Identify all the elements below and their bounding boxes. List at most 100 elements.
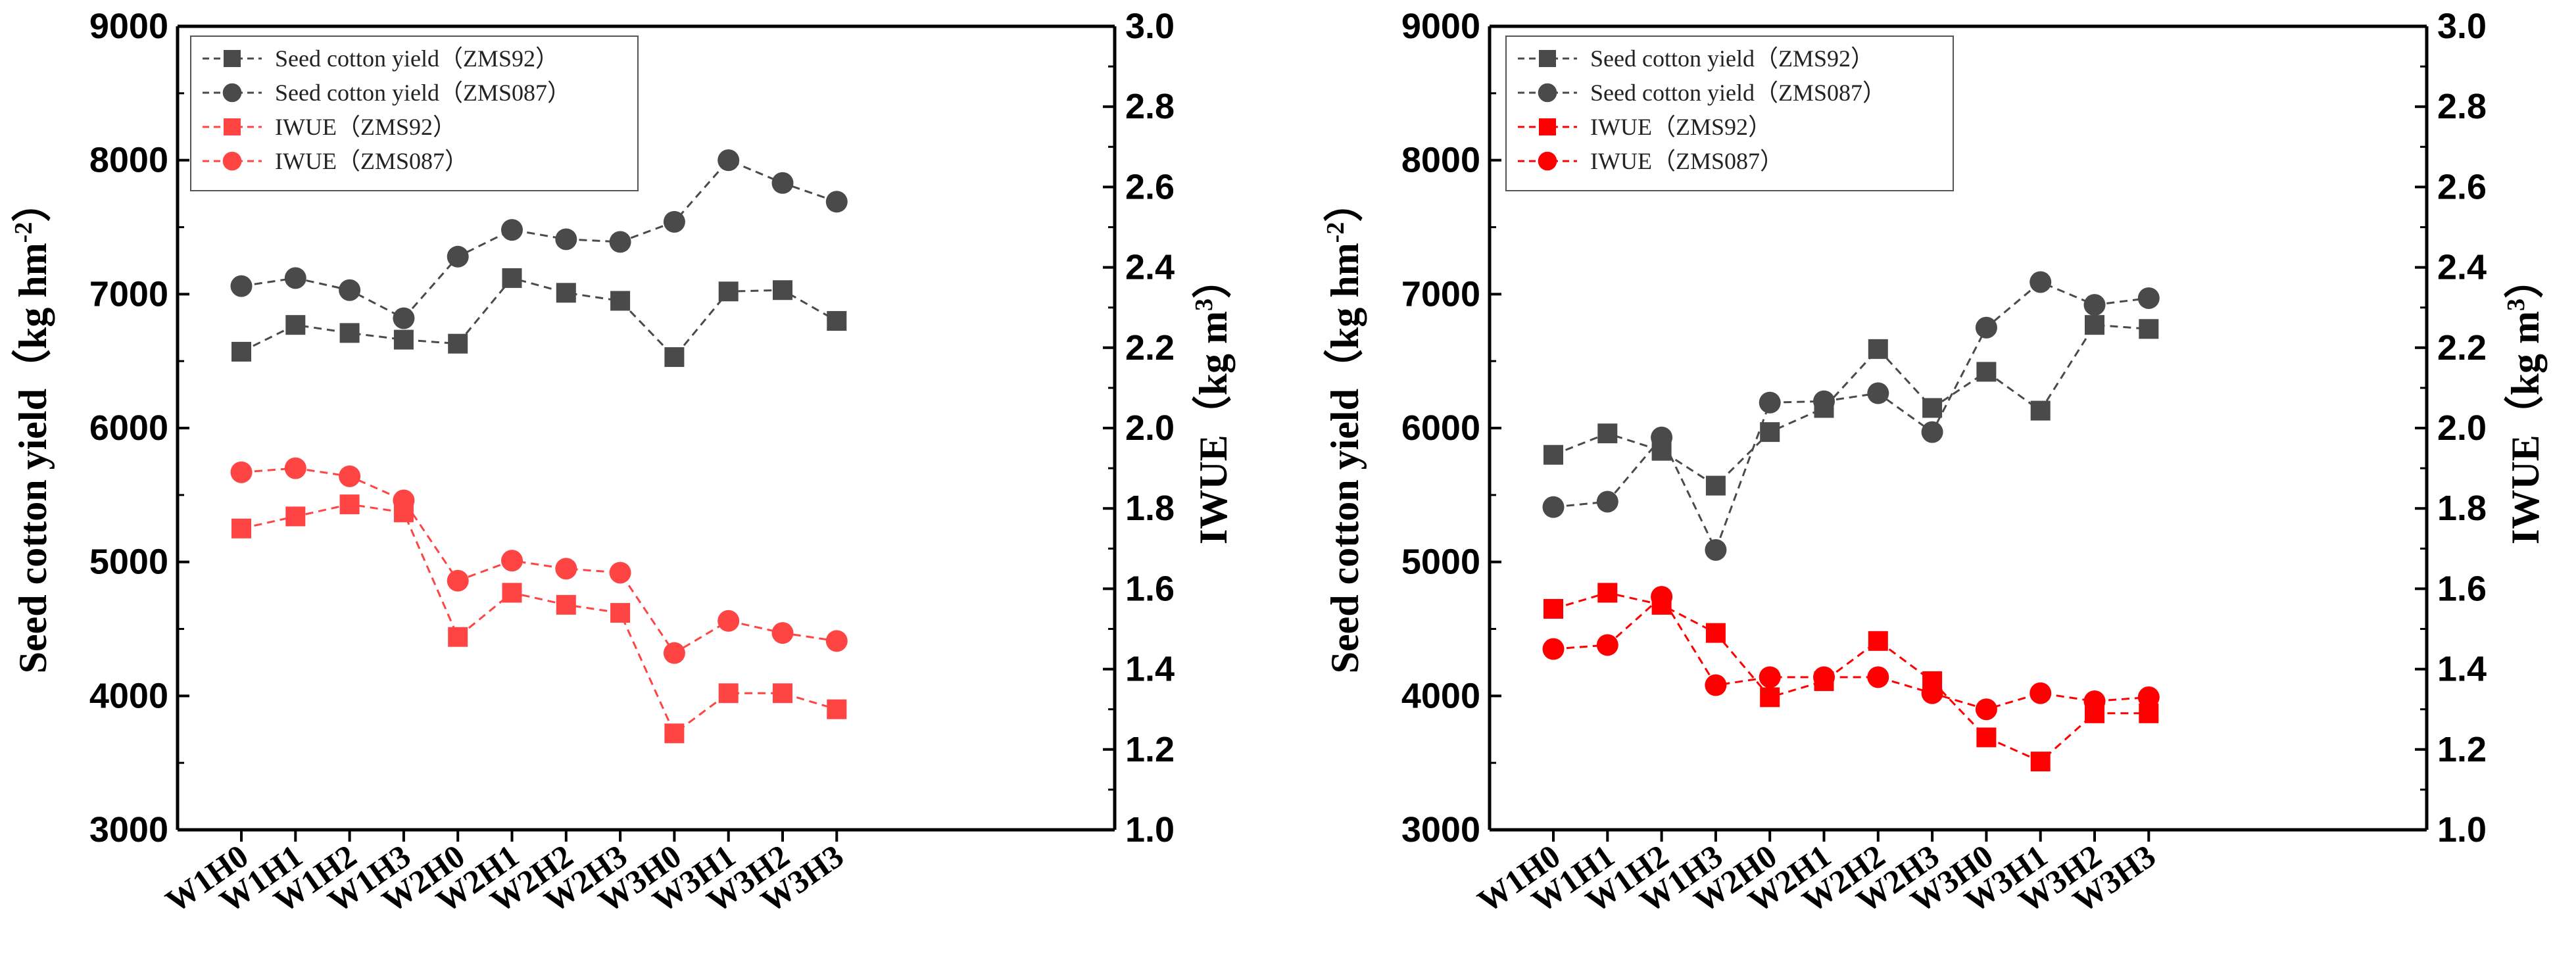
data-point xyxy=(556,594,576,615)
data-point xyxy=(2029,271,2052,293)
y-tick-label: 6000 xyxy=(89,408,168,448)
y-tick-label: 9000 xyxy=(1401,7,1480,46)
data-point xyxy=(1922,398,1943,418)
data-point xyxy=(1597,583,1618,603)
legend-marker xyxy=(1539,50,1556,67)
legend-marker xyxy=(224,50,241,67)
legend-marker xyxy=(222,151,242,171)
data-point xyxy=(609,231,631,253)
data-point xyxy=(284,457,306,479)
y2-axis-title-sup: 3 xyxy=(1190,299,1218,311)
data-point xyxy=(393,489,415,512)
legend: Seed cotton yield（ZMS92） Seed cotton yiel… xyxy=(190,36,639,191)
series-line xyxy=(1553,591,2149,763)
series-line xyxy=(241,503,837,735)
y2-tick-label: 3.0 xyxy=(1125,7,1175,46)
series-0 xyxy=(231,268,847,368)
data-point xyxy=(285,315,306,335)
data-point xyxy=(1651,426,1673,448)
y-axis-title: Seed cotton yield（kg hm-2） xyxy=(10,183,55,674)
chart-panel-left: 3000 4000 5000 6000 7000 8000 9000 1.0 1.2 1.4 1.6… xyxy=(10,7,1235,920)
data-point xyxy=(1596,491,1618,513)
chart-panel-right: 3000 4000 5000 6000 7000 8000 9000 1.0 1.2 1.4 1.6… xyxy=(1322,7,2547,920)
data-point xyxy=(827,699,847,719)
data-point xyxy=(230,461,253,483)
y2-tick-label: 2.8 xyxy=(1125,87,1175,126)
data-point xyxy=(285,506,306,527)
y2-tick-label: 1.8 xyxy=(1125,489,1175,528)
data-point xyxy=(771,622,794,644)
y2-tick-label: 2.8 xyxy=(2437,87,2487,126)
legend-label: Seed cotton yield（ZMS087） xyxy=(275,80,571,106)
y2-axis-title-close: ） xyxy=(2503,259,2547,299)
y2-tick-label: 1.8 xyxy=(2437,489,2487,528)
series-2 xyxy=(231,494,847,744)
legend: Seed cotton yield（ZMS92） Seed cotton yiel… xyxy=(1505,36,1954,191)
data-point xyxy=(2139,319,2159,339)
data-point xyxy=(339,494,360,515)
data-point xyxy=(2030,400,2051,421)
data-point xyxy=(1921,421,1943,443)
data-point xyxy=(1921,682,1943,704)
data-point xyxy=(1975,316,1997,339)
data-point xyxy=(1705,539,1727,561)
series-1 xyxy=(1542,271,2160,561)
data-point xyxy=(1596,634,1618,656)
data-point xyxy=(1868,339,1888,359)
y-tick-label: 8000 xyxy=(1401,141,1480,180)
data-point xyxy=(1705,475,1726,496)
y2-tick-label: 2.6 xyxy=(1125,167,1175,206)
data-point xyxy=(664,723,685,744)
data-point xyxy=(1975,698,1997,721)
legend-marker xyxy=(224,118,241,135)
data-point xyxy=(2137,287,2160,309)
y-axis-title: Seed cotton yield（kg hm-2） xyxy=(1322,183,1367,674)
data-point xyxy=(1759,391,1781,414)
legend-box xyxy=(1505,36,1954,191)
data-point xyxy=(1651,586,1673,608)
y-tick-label: 8000 xyxy=(89,141,168,180)
legend-marker xyxy=(222,83,242,103)
data-point xyxy=(718,281,739,302)
y2-tick-label: 2.4 xyxy=(1125,248,1175,287)
y2-tick-label: 1.2 xyxy=(2437,730,2487,769)
data-point xyxy=(1542,638,1565,660)
y2-tick-label: 1.6 xyxy=(2437,569,2487,608)
data-point xyxy=(773,683,792,704)
y2-tick-label: 1.4 xyxy=(2437,650,2487,689)
data-point xyxy=(448,333,468,354)
data-point xyxy=(2029,682,2052,704)
legend-marker xyxy=(1539,118,1556,135)
y2-axis-title-main: IWUE（kg m xyxy=(1191,311,1235,544)
series-1 xyxy=(230,149,848,329)
data-point xyxy=(663,642,685,664)
y2-tick-label: 2.6 xyxy=(2437,167,2487,206)
y-tick-label: 4000 xyxy=(89,676,168,715)
data-point xyxy=(339,465,361,487)
data-point xyxy=(501,550,523,572)
y-axis-title-sup: -2 xyxy=(10,222,37,243)
data-point xyxy=(1759,666,1781,688)
y-axis-title-main: Seed cotton yield（kg hm xyxy=(1323,243,1367,673)
data-point xyxy=(718,683,739,704)
data-point xyxy=(447,245,469,268)
data-point xyxy=(502,583,522,603)
y-tick-label: 5000 xyxy=(89,542,168,582)
data-point xyxy=(1543,598,1563,619)
y2-tick-label: 1.4 xyxy=(1125,650,1175,689)
y2-tick-label: 3.0 xyxy=(2437,7,2487,46)
y2-axis-title-main: IWUE（kg m xyxy=(2503,311,2547,544)
series-line xyxy=(241,277,838,359)
legend-marker xyxy=(1538,83,1557,103)
y-tick-label: 3000 xyxy=(1401,810,1480,850)
data-point xyxy=(825,630,848,652)
data-point xyxy=(1597,423,1618,444)
data-point xyxy=(339,323,360,343)
y-tick-label: 6000 xyxy=(1401,408,1480,448)
data-point xyxy=(610,291,631,311)
data-point xyxy=(717,610,740,632)
y-tick-label: 5000 xyxy=(1401,542,1480,582)
series-line xyxy=(1553,324,2149,487)
data-point xyxy=(1705,674,1727,696)
data-point xyxy=(231,341,251,362)
